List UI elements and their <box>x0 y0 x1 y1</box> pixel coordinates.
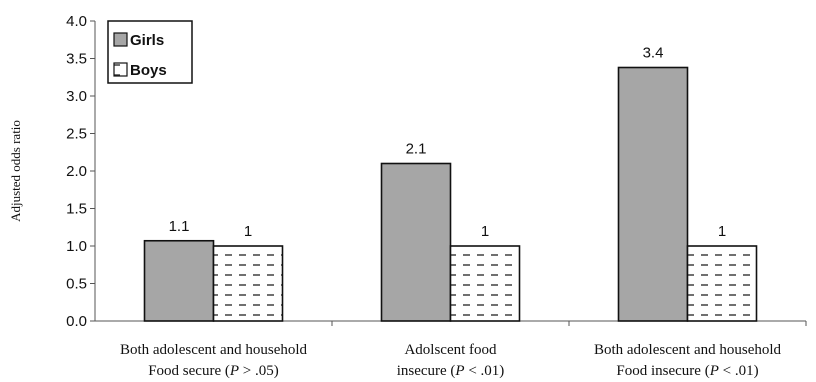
data-label: 2.1 <box>406 141 427 158</box>
bar-girls <box>143 239 215 322</box>
category-label: insecure (P < .01) <box>397 363 505 379</box>
bar-boys <box>449 245 521 322</box>
data-label: 1 <box>718 223 726 240</box>
legend-label-boys: Boys <box>130 62 167 79</box>
legend-swatch-boys <box>113 62 128 77</box>
bar-girls <box>380 162 452 322</box>
y-tick-label: 0.0 <box>66 313 87 330</box>
legend-label-girls: Girls <box>130 32 164 49</box>
category-label: Adolscent food <box>404 342 497 358</box>
y-tick-label: 0.5 <box>66 276 87 293</box>
bar-girls <box>617 66 689 322</box>
category-label: Food secure (P > .05) <box>148 363 279 379</box>
category-label: Both adolescent and household <box>120 342 308 358</box>
y-tick-label: 2.5 <box>66 126 87 143</box>
bar-boys <box>686 245 758 322</box>
data-label: 3.4 <box>643 45 664 62</box>
y-tick-label: 1.5 <box>66 201 87 218</box>
y-tick-label: 4.0 <box>66 13 87 30</box>
data-label: 1 <box>481 223 489 240</box>
category-label: Food insecure (P < .01) <box>616 363 758 379</box>
data-label: 1 <box>244 223 252 240</box>
data-label: 1.1 <box>169 218 190 235</box>
y-tick-label: 3.0 <box>66 88 87 105</box>
bar-boys <box>212 245 284 322</box>
y-tick-label: 3.5 <box>66 51 87 68</box>
y-axis-label: Adjusted odds ratio <box>8 120 23 222</box>
legend-swatch-girls <box>113 32 128 47</box>
y-tick-label: 1.0 <box>66 238 87 255</box>
y-tick-label: 2.0 <box>66 163 87 180</box>
category-label: Both adolescent and household <box>594 342 782 358</box>
